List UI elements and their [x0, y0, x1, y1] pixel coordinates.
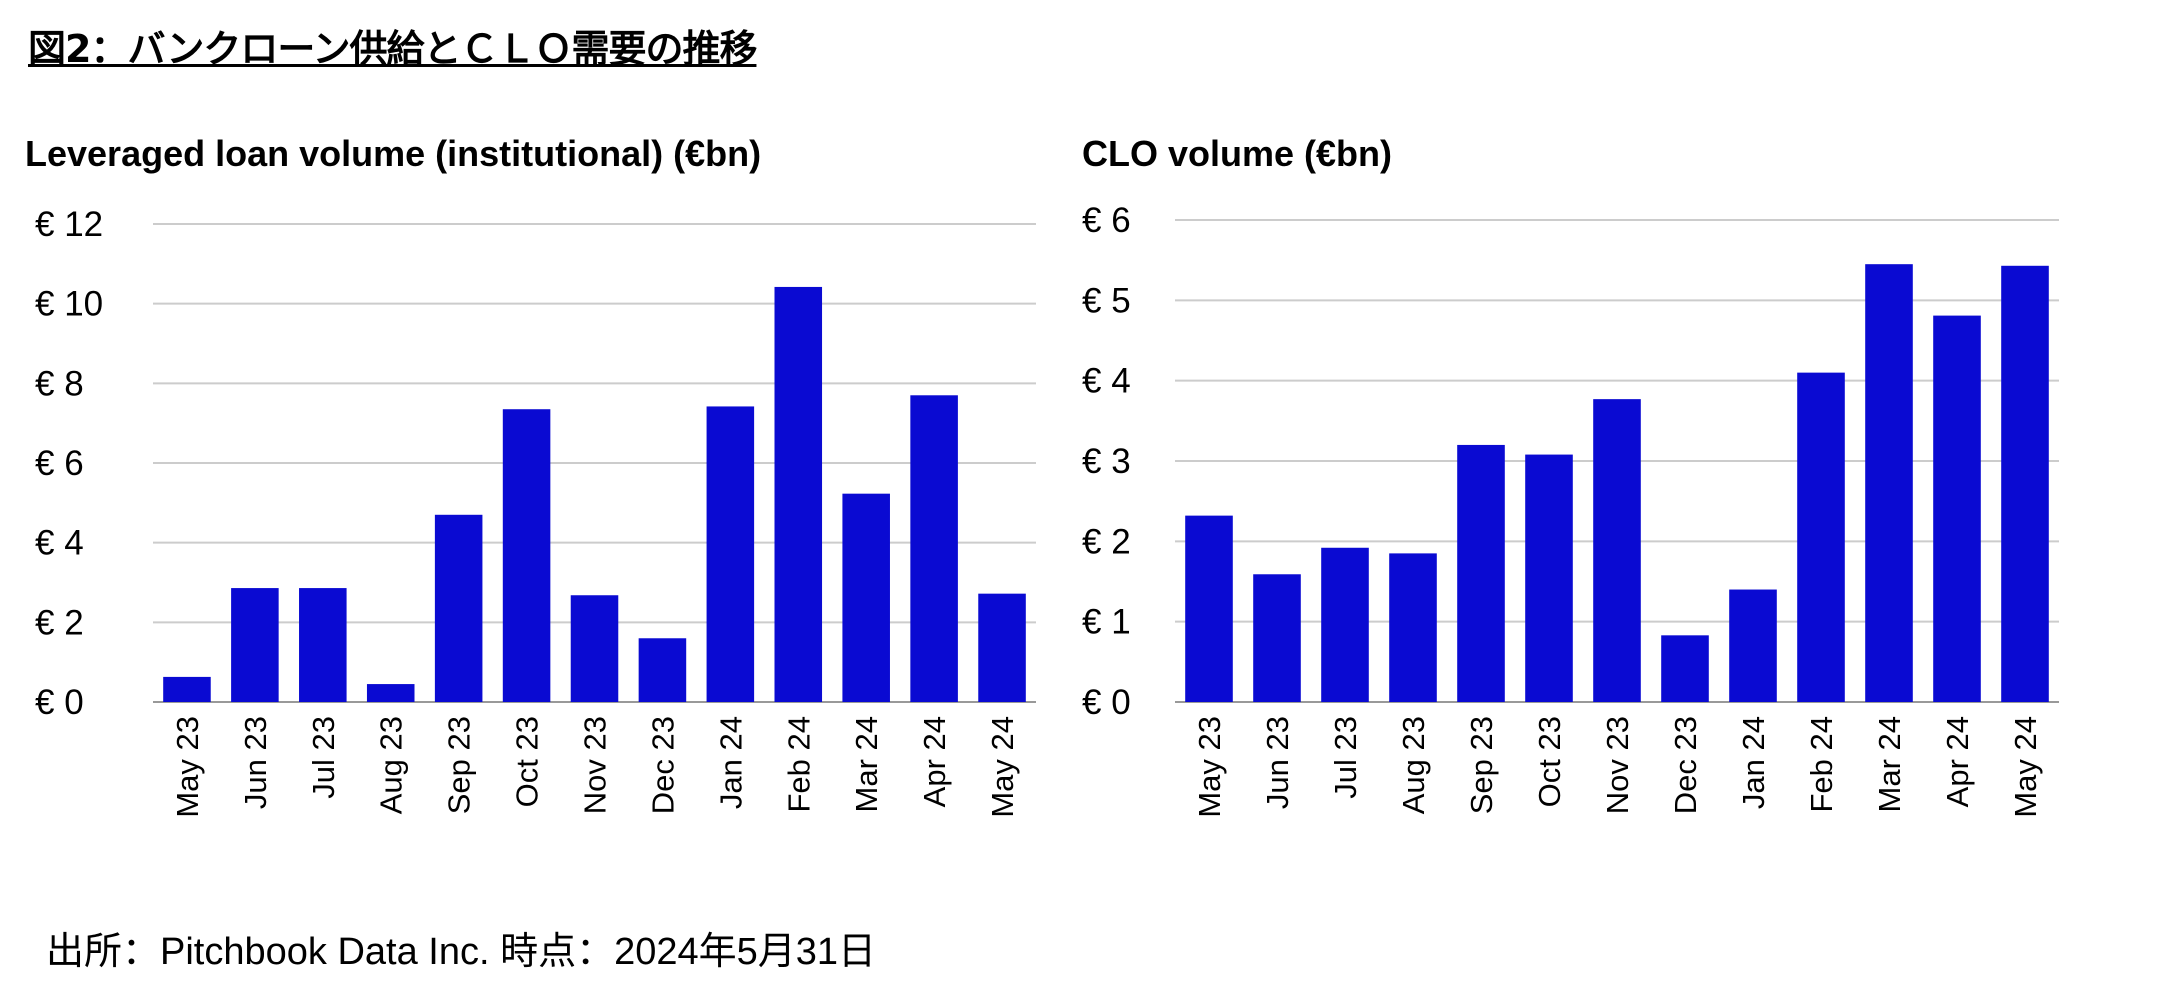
- x-tick-label: Jun 23: [238, 716, 273, 809]
- y-tick-label: € 2: [35, 603, 84, 642]
- bar: [1865, 264, 1913, 702]
- bar: [1525, 454, 1573, 702]
- x-tick-label: Oct 23: [1532, 716, 1567, 807]
- bar: [1593, 399, 1641, 702]
- bar: [1389, 553, 1437, 702]
- y-tick-label: € 12: [35, 205, 103, 244]
- x-tick-label: May 24: [985, 716, 1020, 818]
- x-tick-label: Oct 23: [510, 716, 545, 807]
- bar: [163, 676, 211, 702]
- bar: [1729, 589, 1777, 702]
- x-tick-label: Nov 23: [578, 716, 613, 814]
- x-tick-label: Jan 24: [713, 716, 748, 809]
- bar: [1253, 574, 1301, 702]
- bar: [502, 409, 551, 702]
- x-tick-label: Jul 23: [306, 716, 341, 799]
- bar: [910, 395, 958, 702]
- bar: [366, 684, 415, 702]
- bar: [1185, 515, 1233, 702]
- y-tick-label: € 10: [35, 285, 103, 324]
- bar: [1933, 315, 1981, 702]
- x-tick-label: Mar 24: [849, 716, 884, 812]
- y-tick-label: € 6: [1082, 201, 1131, 240]
- bar: [1457, 444, 1505, 702]
- figure-title: 図2：バンクローン供給とＣＬＯ需要の推移: [28, 27, 757, 71]
- x-tick-label: May 23: [1192, 716, 1227, 818]
- bar: [1797, 372, 1845, 702]
- bar: [434, 514, 483, 702]
- x-tick-label: Feb 24: [1804, 716, 1839, 813]
- bar: [1661, 635, 1709, 702]
- x-tick-label: Aug 23: [374, 716, 409, 814]
- bar: [638, 638, 687, 702]
- bar: [1321, 547, 1369, 702]
- x-tick-label: Jul 23: [1328, 716, 1363, 799]
- y-tick-label: € 4: [35, 524, 84, 563]
- y-tick-label: € 1: [1082, 603, 1131, 642]
- bar: [842, 493, 890, 702]
- x-tick-label: May 23: [170, 716, 205, 818]
- chart-leveraged-loan: Leveraged loan volume (institutional) (€…: [25, 133, 1036, 818]
- chart-clo: CLO volume (€bn) € 0 € 1 € 2 € 3 € 4 € 5 € 6 May…: [1082, 133, 2059, 818]
- x-tick-label: May 24: [2008, 716, 2043, 818]
- chart-title: CLO volume (€bn): [1082, 133, 1392, 174]
- y-tick-label: € 5: [1082, 281, 1131, 320]
- bar: [774, 286, 823, 702]
- bar: [299, 588, 347, 702]
- bar: [978, 593, 1026, 702]
- x-tick-label: Nov 23: [1600, 716, 1635, 814]
- y-tick-label: € 0: [1082, 683, 1131, 722]
- chart-title: Leveraged loan volume (institutional) (€…: [25, 133, 761, 174]
- bar: [2001, 265, 2049, 702]
- y-tick-label: € 2: [1082, 522, 1131, 561]
- bar: [706, 406, 755, 702]
- x-tick-label: Jun 23: [1260, 716, 1295, 809]
- x-tick-label: Apr 24: [1940, 716, 1975, 807]
- x-tick-label: Sep 23: [1464, 716, 1499, 814]
- y-tick-label: € 6: [35, 444, 84, 483]
- x-tick-label: Aug 23: [1396, 716, 1431, 814]
- y-tick-label: € 0: [35, 683, 84, 722]
- x-tick-label: Sep 23: [442, 716, 477, 814]
- x-tick-label: Feb 24: [781, 716, 816, 813]
- y-tick-label: € 8: [35, 364, 84, 403]
- y-tick-label: € 4: [1082, 362, 1131, 401]
- x-tick-label: Mar 24: [1872, 716, 1907, 812]
- x-tick-label: Dec 23: [645, 716, 680, 814]
- bar: [231, 588, 279, 702]
- y-tick-label: € 3: [1082, 442, 1131, 481]
- x-tick-label: Dec 23: [1668, 716, 1703, 814]
- x-tick-label: Apr 24: [917, 716, 952, 807]
- bar: [570, 595, 619, 702]
- x-tick-label: Jan 24: [1736, 716, 1771, 809]
- source-footer: 出所：Pitchbook Data Inc. 時点：2024年5月31日: [46, 931, 877, 973]
